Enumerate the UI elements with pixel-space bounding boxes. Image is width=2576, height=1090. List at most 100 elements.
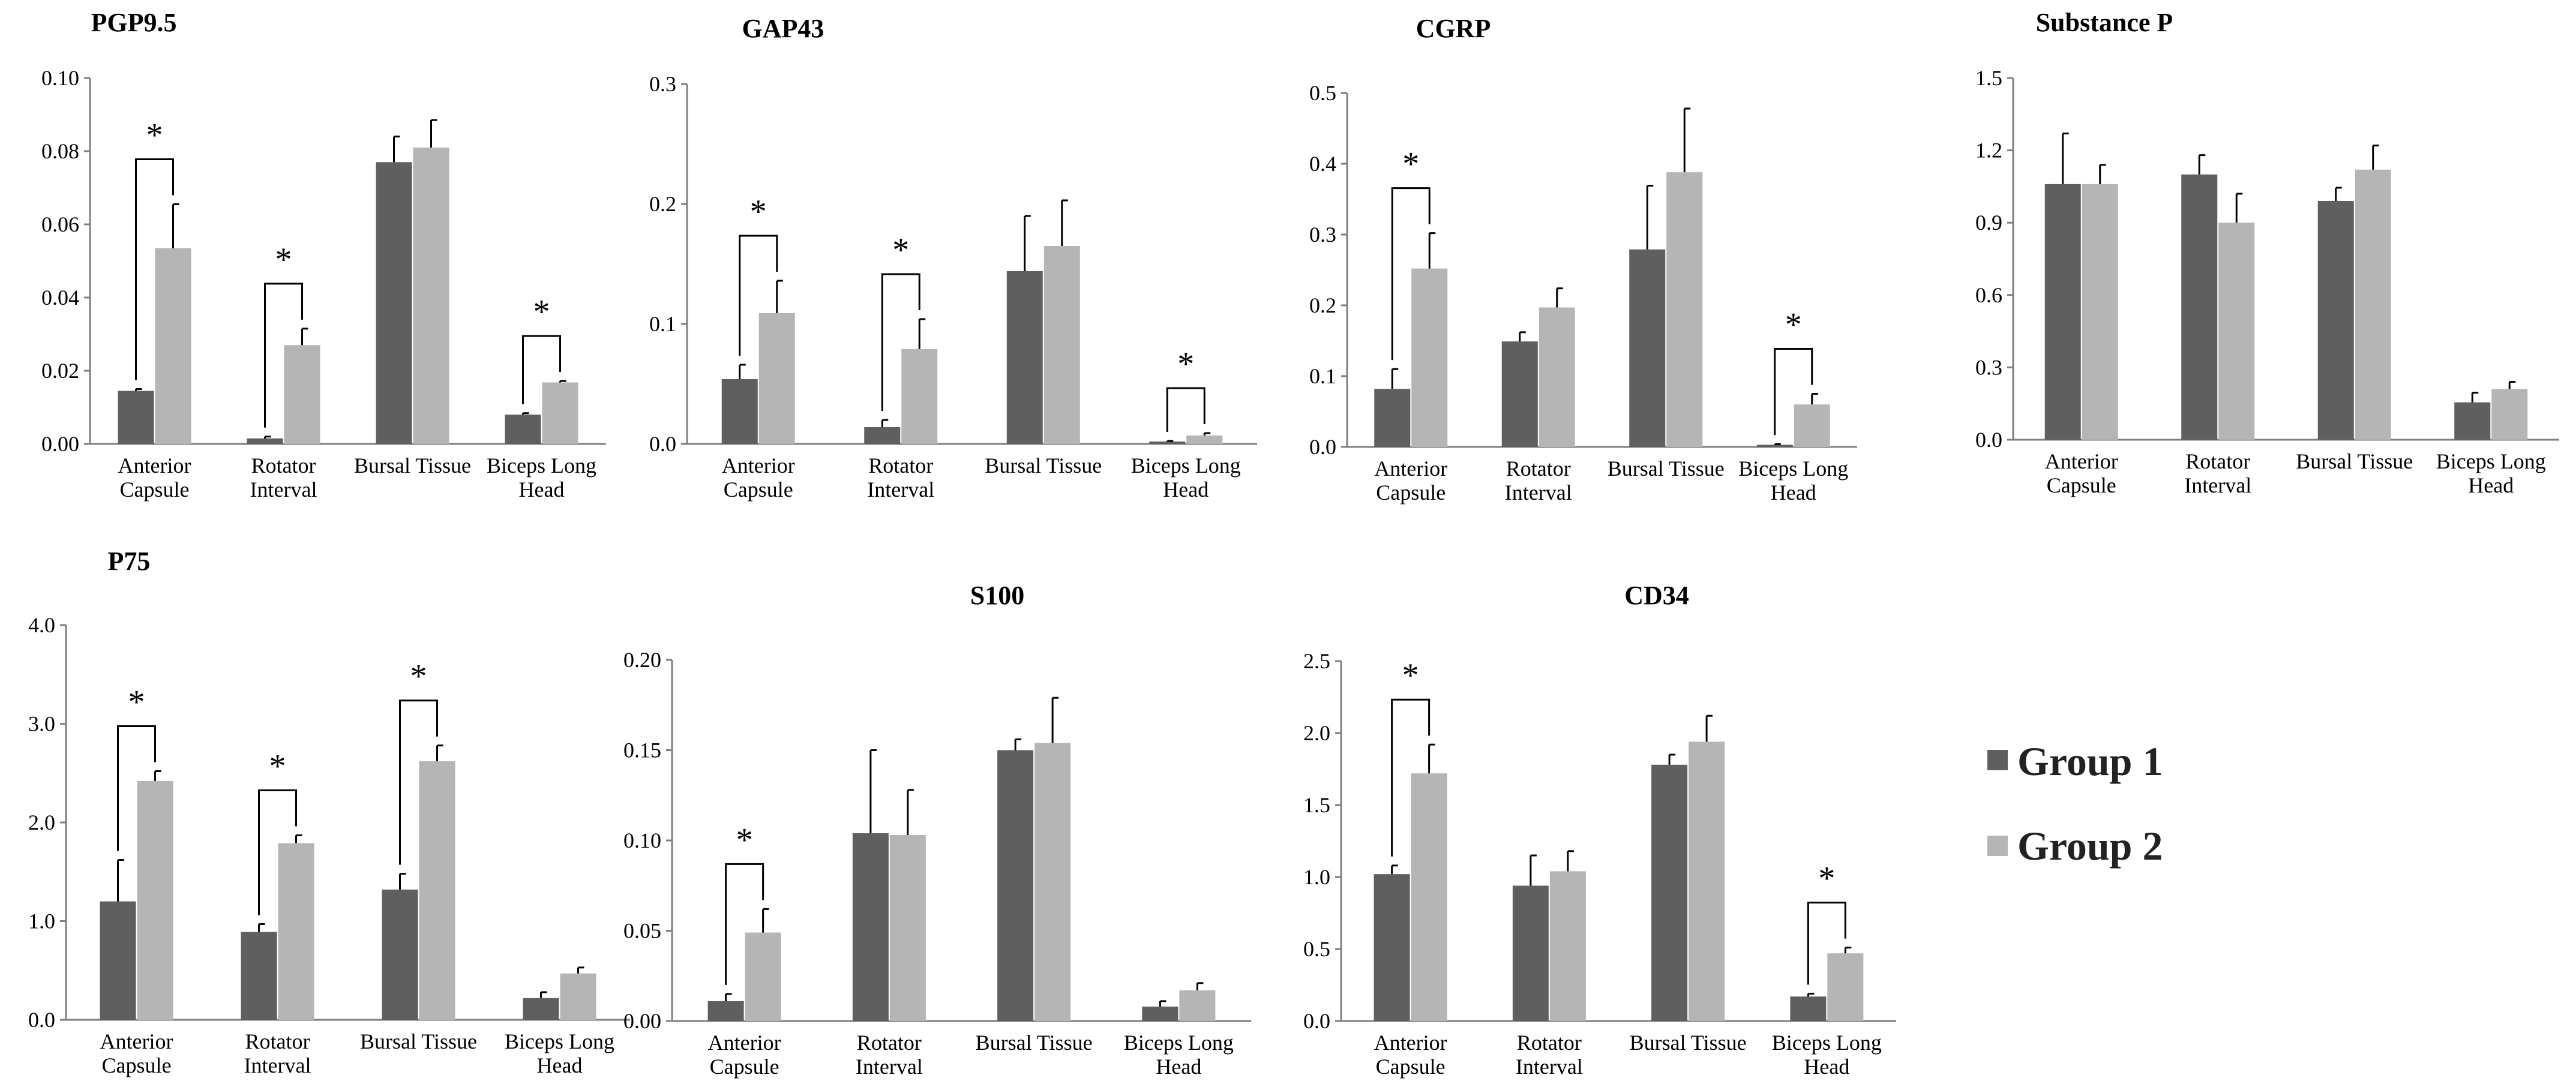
bar-group-1	[376, 162, 412, 444]
category-label: Capsule	[2047, 473, 2116, 497]
significance-bracket	[522, 335, 561, 404]
y-tick-label: 0.0	[28, 1008, 55, 1032]
y-tick-label: 0.1	[649, 312, 676, 336]
significance-star: *	[1818, 860, 1835, 897]
category-label: Biceps Long	[1124, 1031, 1234, 1055]
category-label: Bursal Tissue	[976, 1031, 1093, 1055]
y-tick-label: 0.0	[1309, 435, 1336, 459]
significance-star: *	[1402, 657, 1419, 694]
chart-title: P75	[108, 546, 151, 576]
significance-star: *	[410, 658, 427, 695]
bar-group-2	[278, 843, 314, 1020]
y-tick-label: 2.0	[28, 810, 55, 834]
category-label: Head	[1156, 1055, 1201, 1079]
y-tick-label: 0.6	[1975, 283, 2002, 307]
bar-group-2	[745, 932, 781, 1021]
category-label: Interval	[1505, 481, 1572, 505]
legend-label-group-2: Group 2	[2017, 823, 2163, 869]
significance-star: *	[1402, 146, 1419, 183]
category-label: Rotator	[1506, 457, 1571, 481]
category-label: Capsule	[1376, 481, 1446, 505]
significance-star: *	[1177, 346, 1194, 383]
bar-group-1	[1756, 445, 1793, 447]
category-label: Head	[519, 478, 565, 502]
category-label: Head	[1771, 481, 1816, 505]
y-tick-label: 0.5	[1309, 81, 1336, 105]
category-label: Anterior	[708, 1031, 781, 1055]
bar-group-1	[864, 427, 901, 444]
bar-group-2	[758, 313, 795, 444]
category-label: Anterior	[1374, 1031, 1447, 1055]
category-label: Capsule	[724, 478, 793, 502]
y-tick-label: 0.20	[623, 648, 661, 672]
category-label: Rotator	[245, 1029, 310, 1053]
category-label: Biceps Long	[1772, 1031, 1882, 1055]
significance-bracket	[135, 158, 174, 380]
bar-group-1	[247, 438, 283, 444]
bar-group-2	[155, 248, 191, 444]
bar-group-1	[721, 379, 758, 444]
category-label: Biceps Long	[487, 454, 596, 478]
bar-group-1	[1629, 249, 1666, 447]
significance-bracket	[1391, 698, 1431, 857]
significance-star: *	[892, 232, 909, 269]
y-tick-label: 0.02	[41, 359, 79, 383]
bar-group-2	[1794, 404, 1830, 447]
bar-group-2	[137, 780, 173, 1020]
category-label: Anterior	[100, 1029, 173, 1053]
y-tick-label: 0.00	[41, 432, 79, 456]
bar-group-2	[1034, 743, 1071, 1021]
y-tick-label: 1.0	[1303, 865, 1330, 889]
category-label: Bursal Tissue	[985, 454, 1102, 478]
significance-bracket	[739, 235, 778, 356]
y-tick-label: 0.04	[41, 286, 79, 310]
y-tick-label: 0.0	[1303, 1009, 1330, 1033]
legend-swatch-group-1	[1987, 750, 2008, 770]
category-label: Bursal Tissue	[2296, 449, 2413, 473]
chart-pgp9-5: PGP9.5 0.00 0.02 0.04 0.06 0.08 0.10 AnteriorCa…	[41, 8, 606, 502]
bar-group-2	[560, 973, 596, 1020]
category-label: Head	[1804, 1055, 1849, 1079]
bar-group-2	[284, 345, 320, 444]
bar-group-1	[241, 932, 277, 1020]
category-label: Biceps Long	[1738, 457, 1848, 481]
bar-group-1	[1651, 764, 1688, 1021]
bar-group-1	[1374, 389, 1411, 447]
bar-group-2	[1411, 268, 1448, 447]
y-tick-label: 0.10	[623, 828, 661, 852]
y-tick-label: 0.4	[1309, 152, 1336, 176]
bar-group-2	[2355, 169, 2391, 440]
category-label: Rotator	[1517, 1031, 1582, 1055]
bar-group-1	[2181, 174, 2218, 440]
significance-bracket	[1774, 348, 1813, 436]
y-tick-label: 0.3	[1309, 223, 1336, 247]
category-label: Bursal Tissue	[1630, 1031, 1747, 1055]
y-tick-label: 0.10	[41, 66, 79, 90]
y-tick-label: 0.2	[649, 192, 676, 216]
bar-group-1	[2454, 402, 2491, 440]
chart-title: PGP9.5	[91, 8, 177, 37]
bar-group-1	[2317, 201, 2354, 440]
significance-star: *	[128, 683, 145, 720]
category-label: Rotator	[857, 1031, 922, 1055]
bar-group-2	[1411, 773, 1447, 1021]
y-tick-label: 3.0	[28, 712, 55, 736]
significance-star: *	[269, 747, 286, 785]
significance-star: *	[146, 116, 163, 154]
significance-star: *	[275, 241, 292, 278]
y-tick-label: 1.2	[1975, 139, 2002, 163]
chart-title: S100	[970, 581, 1024, 610]
bar-group-1	[1512, 885, 1549, 1021]
bar-group-1	[100, 901, 136, 1020]
bar-group-1	[997, 750, 1034, 1021]
bar-group-2	[1827, 953, 1864, 1021]
y-tick-label: 1.5	[1975, 66, 2002, 90]
category-label: Head	[1163, 478, 1208, 502]
bar-group-2	[901, 349, 938, 444]
category-label: Biceps Long	[1131, 454, 1241, 478]
category-label: Bursal Tissue	[1608, 457, 1725, 481]
category-label: Head	[2468, 473, 2514, 497]
category-label: Biceps Long	[2436, 449, 2546, 473]
bar-group-2	[1666, 172, 1703, 447]
significance-bracket	[1391, 187, 1431, 361]
